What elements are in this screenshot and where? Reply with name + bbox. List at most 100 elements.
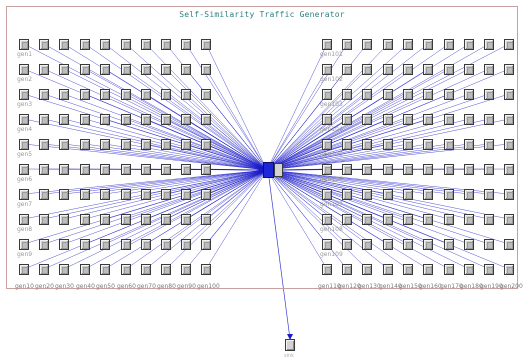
- generator-node-icon[interactable]: [121, 139, 131, 150]
- generator-node-icon[interactable]: [80, 64, 90, 75]
- generator-node-icon[interactable]: [504, 89, 514, 100]
- generator-node-icon[interactable]: [201, 239, 211, 250]
- generator-node-icon[interactable]: [80, 39, 90, 50]
- generator-node-icon[interactable]: [322, 39, 332, 50]
- generator-node-icon[interactable]: [423, 39, 433, 50]
- router-node-icon[interactable]: [263, 162, 274, 178]
- generator-node-icon[interactable]: [121, 64, 131, 75]
- generator-node-icon[interactable]: [362, 189, 372, 200]
- generator-node-icon[interactable]: [464, 39, 474, 50]
- generator-node-icon[interactable]: [342, 189, 352, 200]
- generator-node-icon[interactable]: [403, 264, 413, 275]
- generator-node-icon[interactable]: [362, 64, 372, 75]
- generator-node-icon[interactable]: [444, 114, 454, 125]
- generator-node-icon[interactable]: [121, 189, 131, 200]
- generator-node-icon[interactable]: [19, 239, 29, 250]
- generator-node-icon[interactable]: [201, 214, 211, 225]
- generator-node-icon[interactable]: [484, 89, 494, 100]
- generator-node-icon[interactable]: [423, 139, 433, 150]
- generator-node-icon[interactable]: [423, 239, 433, 250]
- generator-node-icon[interactable]: [19, 164, 29, 175]
- generator-node-icon[interactable]: [59, 239, 69, 250]
- generator-node-icon[interactable]: [19, 39, 29, 50]
- generator-node-icon[interactable]: [201, 164, 211, 175]
- generator-node-icon[interactable]: [383, 64, 393, 75]
- generator-node-icon[interactable]: [80, 214, 90, 225]
- generator-node-icon[interactable]: [59, 39, 69, 50]
- generator-node-icon[interactable]: [362, 89, 372, 100]
- generator-node-icon[interactable]: [100, 264, 110, 275]
- generator-node-icon[interactable]: [161, 264, 171, 275]
- generator-node-icon[interactable]: [484, 139, 494, 150]
- generator-node-icon[interactable]: [59, 89, 69, 100]
- generator-node-icon[interactable]: [161, 89, 171, 100]
- generator-node-icon[interactable]: [59, 214, 69, 225]
- generator-node-icon[interactable]: [383, 114, 393, 125]
- generator-node-icon[interactable]: [383, 164, 393, 175]
- sink-node-icon[interactable]: [285, 339, 295, 351]
- generator-node-icon[interactable]: [19, 189, 29, 200]
- generator-node-icon[interactable]: [161, 39, 171, 50]
- generator-node-icon[interactable]: [181, 239, 191, 250]
- generator-node-icon[interactable]: [423, 64, 433, 75]
- generator-node-icon[interactable]: [444, 239, 454, 250]
- generator-node-icon[interactable]: [59, 264, 69, 275]
- generator-node-icon[interactable]: [403, 64, 413, 75]
- generator-node-icon[interactable]: [181, 264, 191, 275]
- generator-node-icon[interactable]: [383, 264, 393, 275]
- generator-node-icon[interactable]: [19, 264, 29, 275]
- generator-node-icon[interactable]: [322, 139, 332, 150]
- generator-node-icon[interactable]: [181, 114, 191, 125]
- generator-node-icon[interactable]: [100, 89, 110, 100]
- generator-node-icon[interactable]: [484, 264, 494, 275]
- generator-node-icon[interactable]: [100, 139, 110, 150]
- generator-node-icon[interactable]: [59, 139, 69, 150]
- generator-node-icon[interactable]: [423, 164, 433, 175]
- generator-node-icon[interactable]: [484, 64, 494, 75]
- generator-node-icon[interactable]: [141, 114, 151, 125]
- generator-node-icon[interactable]: [383, 214, 393, 225]
- generator-node-icon[interactable]: [383, 89, 393, 100]
- generator-node-icon[interactable]: [322, 214, 332, 225]
- generator-node-icon[interactable]: [403, 139, 413, 150]
- generator-node-icon[interactable]: [423, 89, 433, 100]
- generator-node-icon[interactable]: [19, 114, 29, 125]
- generator-node-icon[interactable]: [464, 189, 474, 200]
- generator-node-icon[interactable]: [362, 39, 372, 50]
- generator-node-icon[interactable]: [444, 89, 454, 100]
- generator-node-icon[interactable]: [201, 89, 211, 100]
- generator-node-icon[interactable]: [19, 214, 29, 225]
- generator-node-icon[interactable]: [403, 39, 413, 50]
- generator-node-icon[interactable]: [100, 64, 110, 75]
- generator-node-icon[interactable]: [403, 214, 413, 225]
- generator-node-icon[interactable]: [504, 164, 514, 175]
- generator-node-icon[interactable]: [322, 64, 332, 75]
- generator-node-icon[interactable]: [362, 239, 372, 250]
- generator-node-icon[interactable]: [362, 139, 372, 150]
- generator-node-icon[interactable]: [322, 114, 332, 125]
- generator-node-icon[interactable]: [19, 64, 29, 75]
- generator-node-icon[interactable]: [403, 239, 413, 250]
- generator-node-icon[interactable]: [141, 89, 151, 100]
- generator-node-icon[interactable]: [59, 64, 69, 75]
- generator-node-icon[interactable]: [444, 164, 454, 175]
- generator-node-icon[interactable]: [322, 239, 332, 250]
- generator-node-icon[interactable]: [121, 89, 131, 100]
- generator-node-icon[interactable]: [181, 139, 191, 150]
- generator-node-icon[interactable]: [342, 239, 352, 250]
- generator-node-icon[interactable]: [39, 39, 49, 50]
- generator-node-icon[interactable]: [59, 114, 69, 125]
- generator-node-icon[interactable]: [383, 139, 393, 150]
- generator-node-icon[interactable]: [464, 239, 474, 250]
- generator-node-icon[interactable]: [423, 189, 433, 200]
- generator-node-icon[interactable]: [423, 264, 433, 275]
- generator-node-icon[interactable]: [383, 239, 393, 250]
- generator-node-icon[interactable]: [39, 114, 49, 125]
- generator-node-icon[interactable]: [80, 264, 90, 275]
- generator-node-icon[interactable]: [322, 89, 332, 100]
- generator-node-icon[interactable]: [464, 164, 474, 175]
- generator-node-icon[interactable]: [484, 39, 494, 50]
- generator-node-icon[interactable]: [39, 89, 49, 100]
- generator-node-icon[interactable]: [444, 64, 454, 75]
- generator-node-icon[interactable]: [484, 189, 494, 200]
